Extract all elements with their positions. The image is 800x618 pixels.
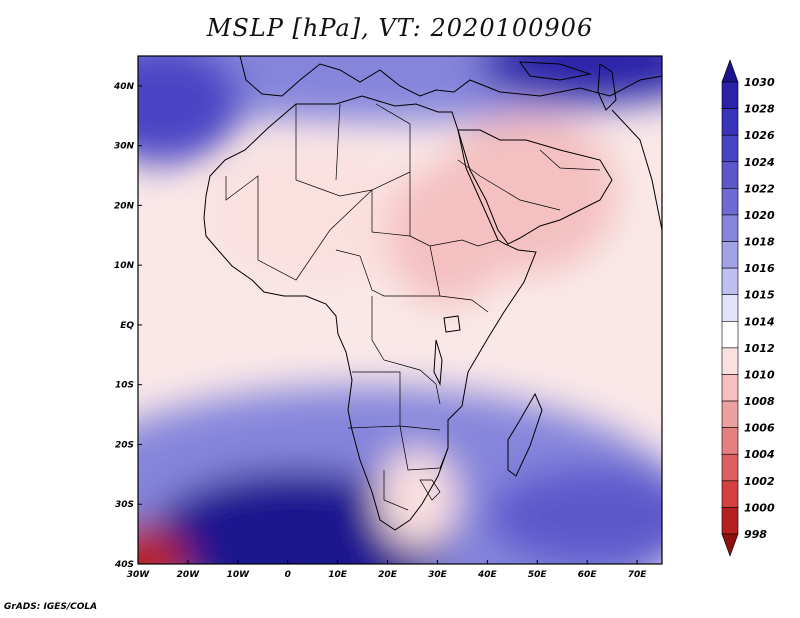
colorbar-swatch: [721, 427, 739, 455]
colorbar-level-label: 1010: [744, 368, 775, 381]
colorbar-swatch: [721, 214, 739, 242]
colorbar-level-label: 1024: [744, 156, 775, 169]
credit-text: GrADS: IGES/COLA: [4, 602, 98, 612]
lon-tick-label: 60E: [578, 570, 598, 580]
lat-tick-label: 10S: [115, 381, 134, 391]
colorbar-level-label: 998: [744, 528, 767, 541]
lat-tick-label: 30N: [114, 142, 135, 152]
colorbar-level-label: 1018: [744, 236, 775, 249]
Eastern-Europe-high-blob: [477, 56, 662, 102]
colorbar-level-label: 1015: [744, 289, 775, 302]
SW-Atlantic-low-blob: [138, 524, 188, 564]
colorbar-swatch: [721, 374, 739, 402]
lon-tick-label: 20W: [177, 570, 201, 580]
colorbar-level-label: 1022: [744, 182, 775, 195]
colorbar-bottom-arrow: [721, 533, 739, 557]
colorbar-level-label: 1028: [744, 103, 775, 116]
colorbar-swatch: [721, 453, 739, 482]
lon-tick-label: 40E: [477, 570, 498, 580]
colorbar-swatch: [721, 241, 739, 269]
colorbar-level-label: 1030: [744, 76, 775, 89]
colorbar-level-label: 1020: [744, 209, 775, 222]
lat-tick-label: 40N: [113, 82, 135, 92]
colorbar-swatch: [721, 480, 739, 508]
colorbar-swatch: [721, 294, 739, 322]
colorbar-swatch: [721, 347, 739, 375]
lon-tick-label: 10E: [328, 570, 348, 580]
colorbar-level-label: 1000: [744, 501, 775, 514]
europe-coast: [239, 56, 662, 97]
lon-tick-label: 10W: [227, 570, 251, 580]
colorbar-swatch: [721, 161, 739, 189]
colorbar-level-label: 1016: [744, 262, 775, 275]
caspian-sea: [597, 63, 617, 111]
country-borders: [225, 103, 601, 511]
lat-tick-label: 20S: [115, 440, 134, 450]
colorbar-swatch: [721, 81, 739, 109]
Arabian-low-blob: [437, 113, 618, 274]
Azores-high-blob: [138, 56, 243, 164]
lat-tick-label: 40S: [114, 560, 134, 570]
colorbar-level-label: 1004: [744, 448, 775, 461]
plot-frame: [137, 55, 663, 565]
lon-tick-label: 30E: [428, 570, 448, 580]
lon-tick-label: 20E: [378, 570, 398, 580]
lon-tick-label: 50E: [528, 570, 548, 580]
lon-tick-label: 0: [285, 570, 291, 580]
arabian-peninsula: [457, 129, 613, 245]
lon-axis: 30W 20W 10W 0 10E 20E 30E 40E 50E 60E 70E: [127, 560, 647, 580]
map-title: MSLP [hPa], VT: 2020100906: [206, 14, 594, 42]
lat-tick-label: EQ: [120, 321, 134, 331]
colorbar-level-label: 1008: [744, 395, 775, 408]
colorbar-swatch: [721, 188, 739, 216]
colorbar-level-label: 1012: [744, 342, 775, 355]
lake-victoria: [443, 315, 461, 333]
madagascar: [507, 392, 543, 477]
india-coast: [611, 109, 662, 231]
lat-tick-label: 30S: [115, 500, 134, 510]
lake-tanganyika: [433, 339, 443, 386]
lon-tick-label: 30W: [127, 570, 151, 580]
colorbar-top-arrow: [721, 59, 739, 83]
black-sea: [518, 61, 592, 81]
lon-tick-label: 70E: [628, 570, 648, 580]
colorbar-swatch: [721, 507, 739, 535]
colorbar-level-label: 1014: [744, 315, 775, 328]
lat-tick-label: 10N: [114, 261, 135, 271]
colorbar-swatch: [721, 108, 739, 136]
colorbar-swatch: [721, 320, 739, 349]
Southern-Africa-low-blob: [377, 448, 458, 549]
colorbar-swatch: [721, 134, 739, 163]
colorbar-level-label: 1002: [744, 475, 775, 488]
colorbar-swatch: [721, 267, 739, 296]
lat-axis: 40N 30N 20N 10N EQ 10S 20S 30S 40S: [113, 82, 142, 570]
colorbar-swatch: [721, 400, 739, 428]
Mascarene-high-blob: [487, 466, 662, 564]
colorbar-level-label: 1006: [744, 422, 775, 435]
colorbar-level-label: 1026: [744, 129, 775, 142]
colorbar: 1030 1028 1026 1024 1022 1020 1018 1016 1015 1014…: [721, 59, 775, 557]
lat-tick-label: 20N: [114, 201, 135, 211]
